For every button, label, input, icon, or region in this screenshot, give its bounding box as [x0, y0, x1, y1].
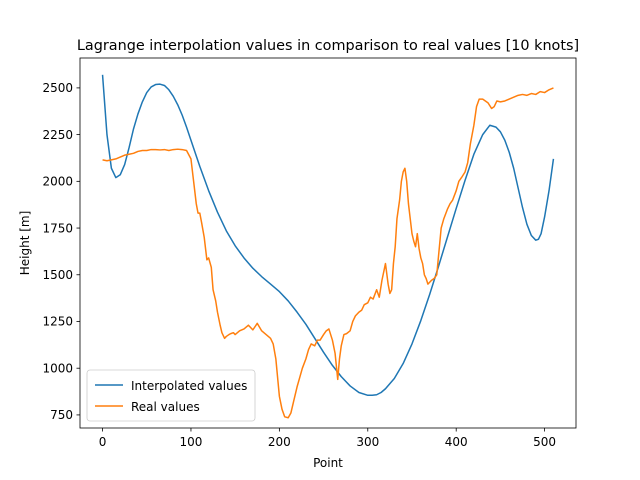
legend-label-interpolated: Interpolated values	[131, 379, 247, 393]
x-tick-label: 100	[180, 435, 203, 449]
x-tick-label: 300	[356, 435, 379, 449]
y-tick-label: 1000	[42, 361, 73, 375]
x-axis-label: Point	[313, 456, 343, 470]
x-tick-label: 0	[99, 435, 107, 449]
y-tick-label: 2250	[42, 128, 73, 142]
y-tick-label: 2000	[42, 175, 73, 189]
x-tick-label: 200	[268, 435, 291, 449]
x-tick-label: 400	[445, 435, 468, 449]
legend: Interpolated values Real values	[86, 369, 256, 422]
series-line-interpolated	[101, 74, 555, 397]
plot-frame	[79, 57, 577, 429]
y-tick-label: 1500	[42, 268, 73, 282]
y-tick-label: 2500	[42, 81, 73, 95]
series-line-real	[102, 87, 554, 419]
plot-area: 0 100 200 300 400 500 750 1000 1250 1500 1750 2000…	[42, 57, 577, 449]
x-tick-label: 500	[533, 435, 556, 449]
chart-title: Lagrange interpolation values in compari…	[77, 38, 579, 54]
y-axis-label: Height [m]	[18, 211, 32, 276]
y-tick-label: 1750	[42, 221, 73, 235]
y-tick-label: 750	[50, 408, 73, 422]
legend-box	[86, 369, 256, 422]
series-layer	[101, 74, 555, 419]
y-tick-label: 1250	[42, 315, 73, 329]
x-axis: 0 100 200 300 400 500	[99, 428, 556, 449]
legend-label-real: Real values	[131, 400, 200, 414]
y-axis: 750 1000 1250 1500 1750 2000 2250 2500	[42, 81, 80, 422]
